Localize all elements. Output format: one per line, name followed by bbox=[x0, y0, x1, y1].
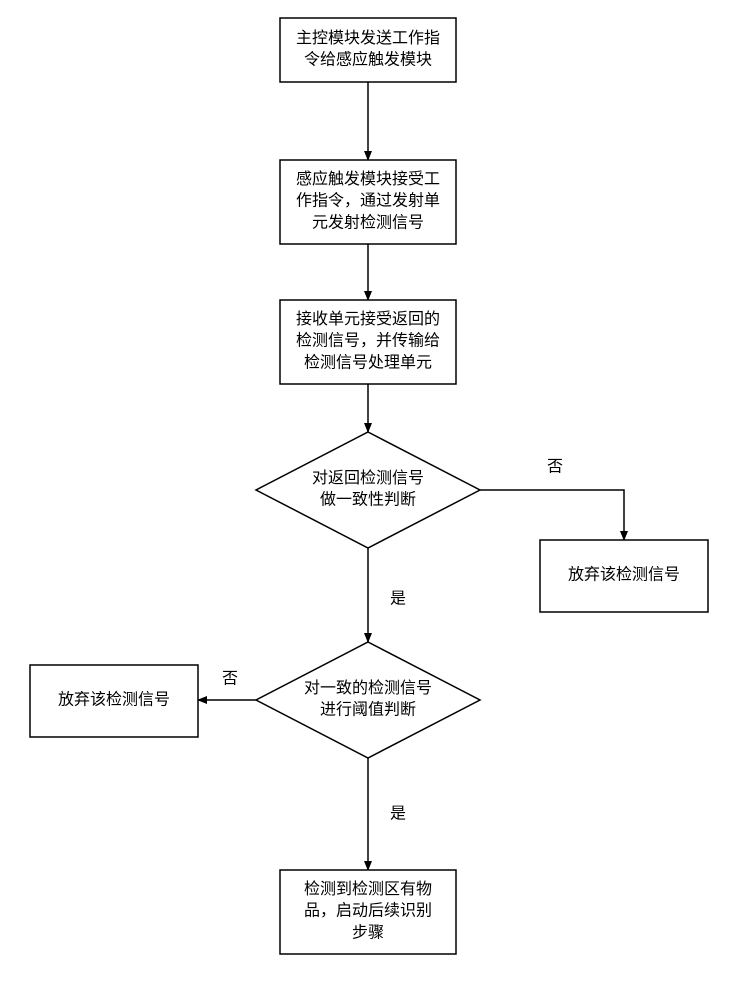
node-text-line: 令给感应触发模块 bbox=[304, 49, 432, 68]
nodes-layer: 主控模块发送工作指令给感应触发模块感应触发模块接受工作指令，通过发射单元发射检测… bbox=[30, 18, 708, 954]
node-n2: 感应触发模块接受工作指令，通过发射单元发射检测信号 bbox=[280, 160, 456, 244]
node-text-line: 放弃该检测信号 bbox=[568, 566, 680, 584]
node-d1: 对返回检测信号做一致性判断 bbox=[256, 432, 480, 548]
edge-label: 否 bbox=[222, 671, 238, 688]
node-text-line: 对返回检测信号 bbox=[312, 469, 424, 487]
node-n3: 接收单元接受返回的检测信号，并传输给检测信号处理单元 bbox=[280, 300, 456, 384]
edge bbox=[480, 490, 624, 540]
node-d2: 对一致的检测信号进行阈值判断 bbox=[256, 642, 480, 758]
node-text-line: 检测信号处理单元 bbox=[304, 353, 432, 371]
node-text-line: 元发射检测信号 bbox=[312, 213, 424, 231]
node-n1: 主控模块发送工作指令给感应触发模块 bbox=[280, 18, 456, 82]
node-n4: 放弃该检测信号 bbox=[540, 540, 708, 612]
node-text-line: 对一致的检测信号 bbox=[304, 679, 432, 697]
node-text-line: 进行阈值判断 bbox=[320, 700, 416, 718]
node-text-line: 检测信号，并传输给 bbox=[296, 332, 440, 350]
decision-diamond bbox=[256, 432, 480, 548]
node-text-line: 做一致性判断 bbox=[320, 490, 416, 508]
node-text-line: 检测到检测区有物 bbox=[304, 880, 432, 898]
node-text-line: 感应触发模块接受工 bbox=[296, 169, 440, 188]
node-n5: 放弃该检测信号 bbox=[30, 665, 198, 737]
edge-label: 是 bbox=[390, 806, 406, 823]
decision-diamond bbox=[256, 642, 480, 758]
node-text-line: 品，启动后续识别 bbox=[304, 902, 432, 920]
node-text-line: 接收单元接受返回的 bbox=[296, 310, 440, 328]
node-text-line: 放弃该检测信号 bbox=[58, 691, 170, 709]
node-n6: 检测到检测区有物品，启动后续识别步骤 bbox=[280, 870, 456, 954]
node-text-line: 步骤 bbox=[352, 923, 384, 941]
node-text-line: 主控模块发送工作指 bbox=[296, 29, 440, 47]
edge-label: 否 bbox=[547, 459, 563, 476]
process-box bbox=[280, 18, 456, 82]
node-text-line: 作指令，通过发射单 bbox=[296, 192, 440, 210]
flowchart-canvas: 否是否是主控模块发送工作指令给感应触发模块感应触发模块接受工作指令，通过发射单元… bbox=[0, 0, 736, 1000]
edge-label: 是 bbox=[390, 591, 406, 608]
